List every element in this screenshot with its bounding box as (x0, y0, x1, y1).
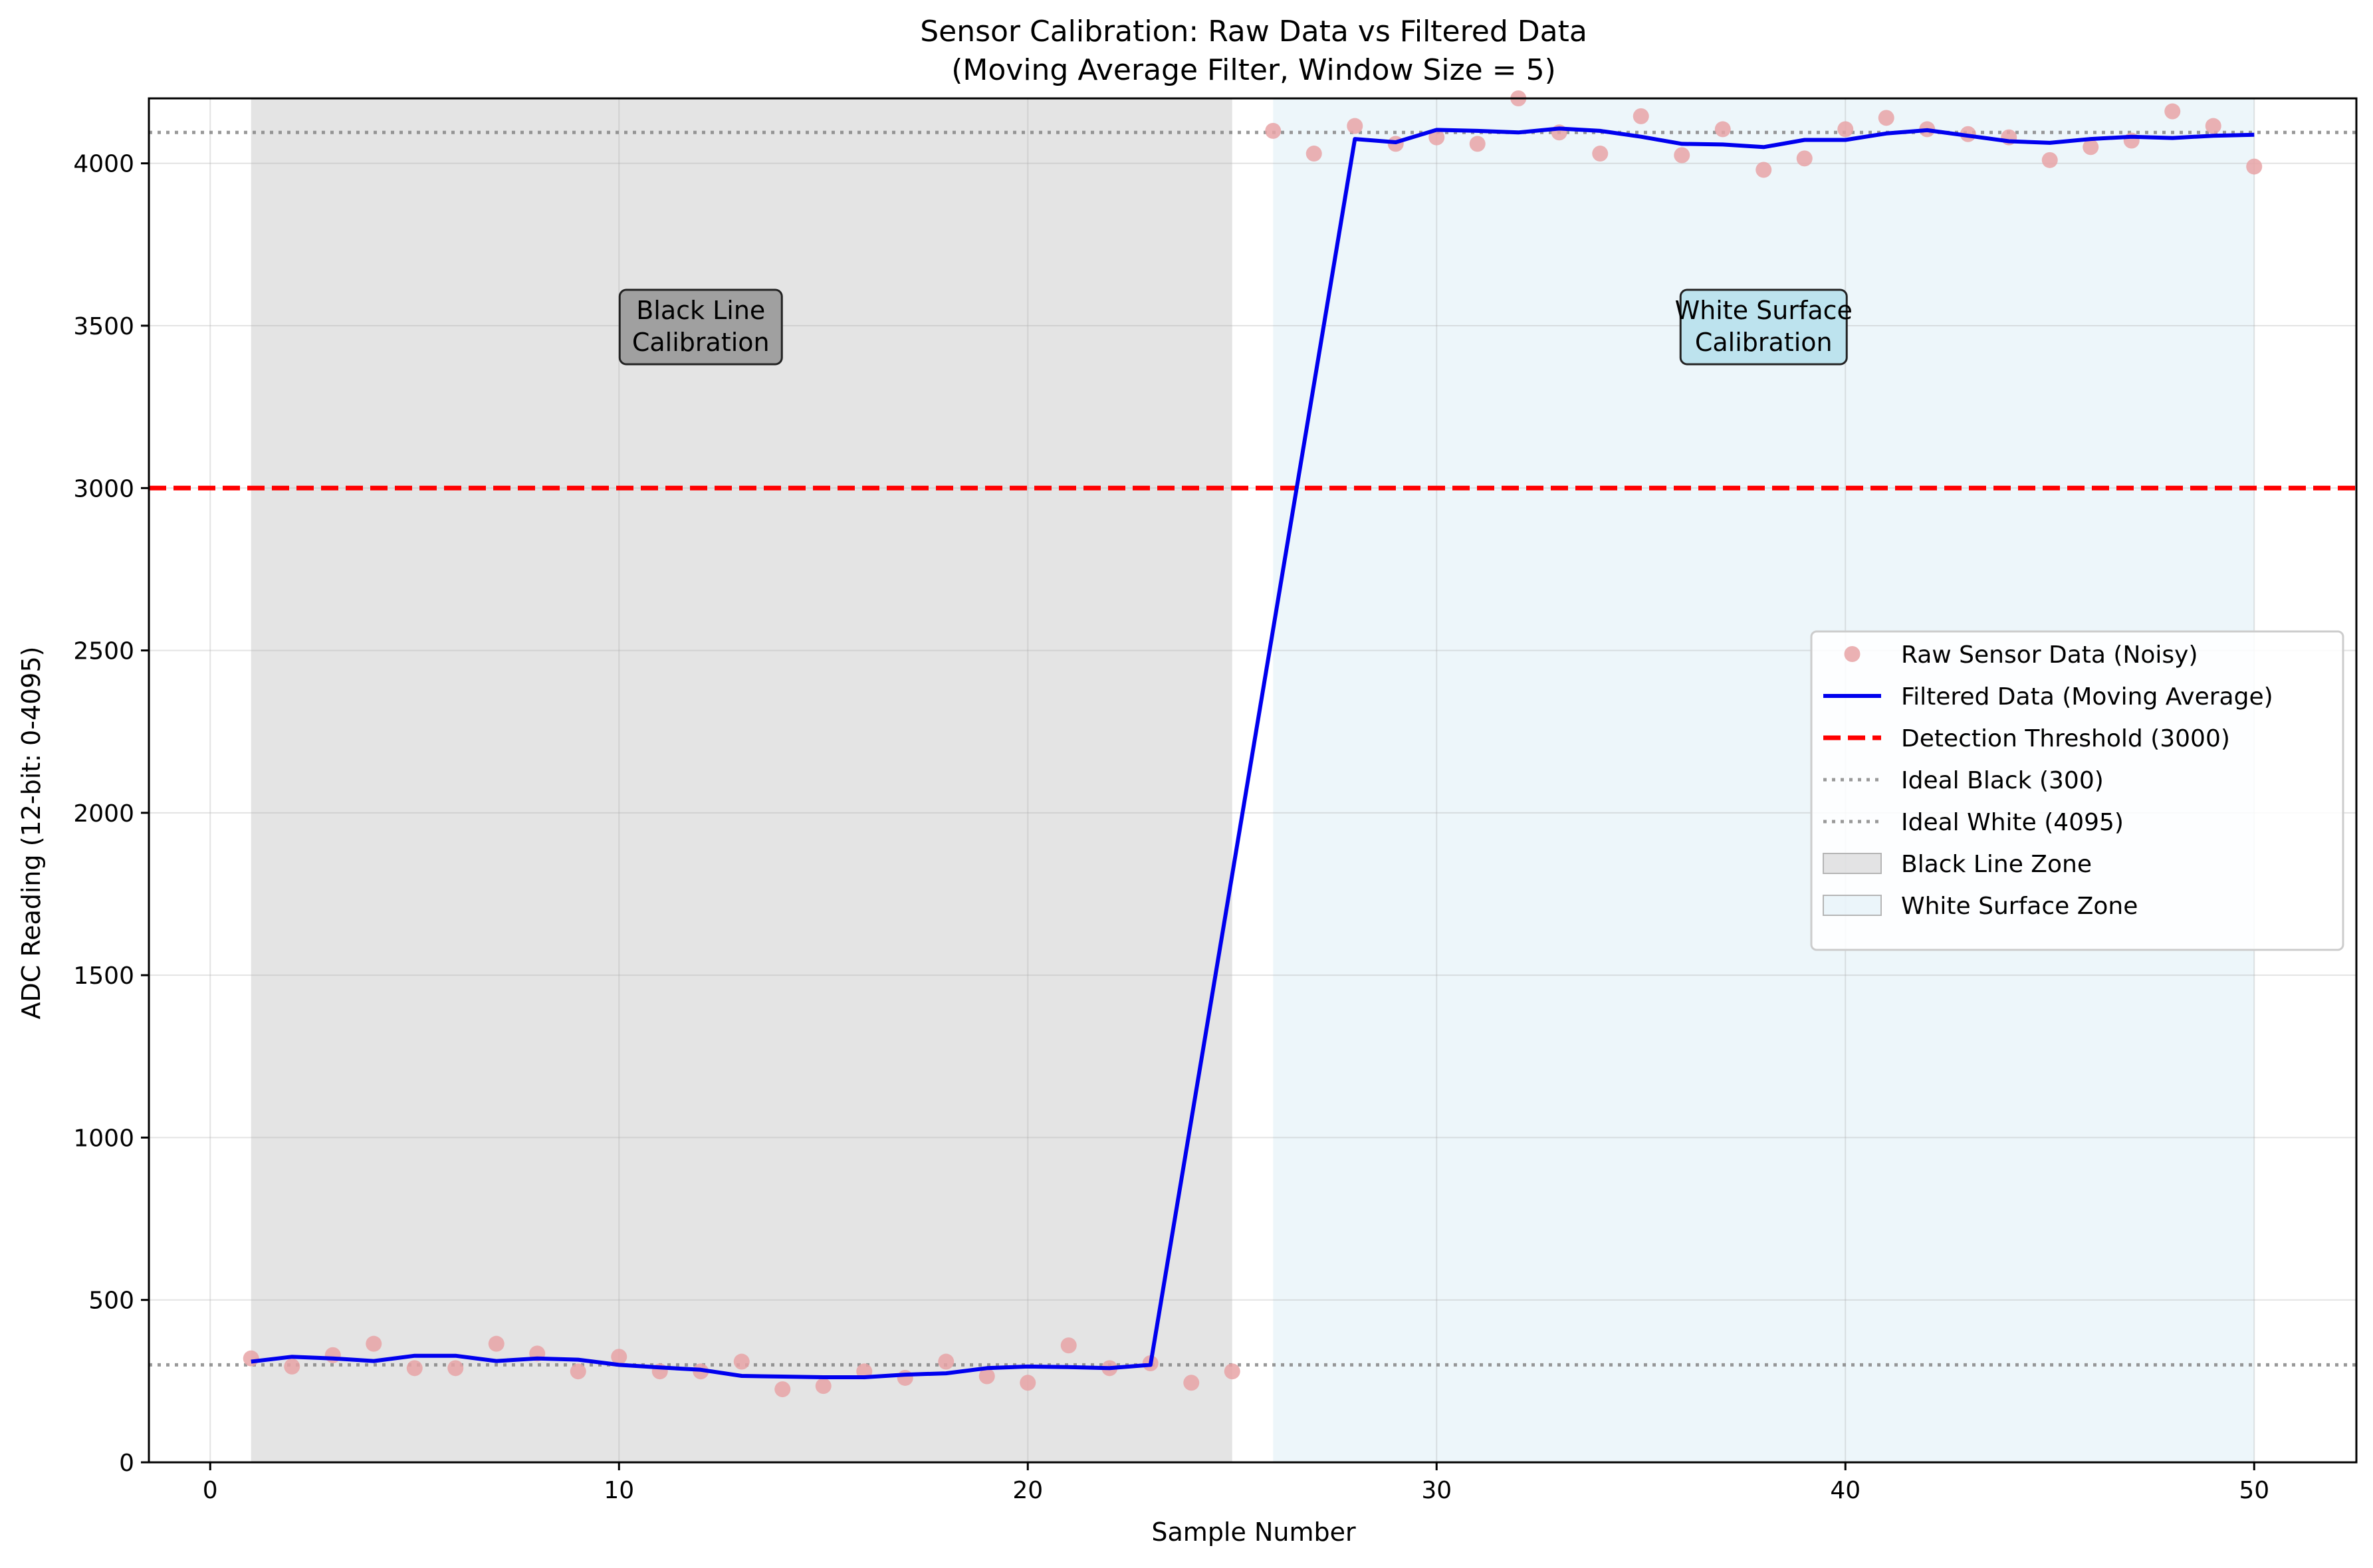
raw-data-point (611, 1349, 627, 1365)
raw-data-point (938, 1353, 955, 1370)
raw-data-point (1755, 162, 1772, 178)
filtered-data-line (251, 126, 2255, 1379)
annotation-text: Calibration (632, 328, 770, 357)
raw-data-point (2205, 118, 2221, 134)
legend: Raw Sensor Data (Noisy) Filtered Data (Mo… (1810, 630, 2344, 951)
raw-data-point (2246, 158, 2263, 175)
raw-data-point (366, 1335, 382, 1352)
raw-data-point (1060, 1337, 1077, 1354)
raw-data-point (1714, 121, 1731, 138)
raw-data-point (570, 1363, 586, 1380)
raw-data-point (1837, 121, 1854, 138)
annotation-white-surface-calibration: White Surface Calibration (1675, 288, 1853, 366)
legend-label: Detection Threshold (3000) (1901, 725, 2230, 752)
y-tick-label: 2500 (73, 638, 134, 665)
raw-data-point (1878, 110, 1894, 126)
raw-data-point (1674, 147, 1690, 164)
x-tick-label: 30 (1421, 1477, 1452, 1504)
y-axis-label: ADC Reading (12-bit: 0-4095) (17, 647, 46, 1020)
raw-data-point (1428, 129, 1445, 146)
raw-data-point (2083, 139, 2099, 156)
legend-entry-ideal-black-300: Ideal Black (300) (1823, 767, 2104, 794)
legend-patch (1823, 895, 1882, 916)
raw-data-point (1592, 146, 1609, 162)
annotation-box (1679, 288, 1848, 366)
raw-data-point (243, 1350, 259, 1367)
legend-entry-ideal-white-4095: Ideal White (4095) (1823, 809, 2124, 836)
legend-label: Raw Sensor Data (Noisy) (1901, 641, 2198, 669)
raw-data-point (897, 1369, 913, 1386)
raw-data-point (488, 1335, 505, 1352)
legend-frame (1810, 630, 2344, 951)
raw-data-point (1183, 1375, 1200, 1391)
annotation-black-line-calibration: Black Line Calibration (618, 288, 783, 366)
y-tick-label: 1500 (73, 962, 134, 990)
legend-label: White Surface Zone (1901, 893, 2138, 920)
x-tick-label: 0 (203, 1477, 218, 1504)
legend-entry-black-line-zone: Black Line Zone (1823, 851, 2092, 878)
raw-data-point (774, 1381, 791, 1398)
y-tick-label: 3000 (73, 475, 134, 503)
y-tick-label: 1000 (73, 1125, 134, 1152)
legend-entry-filtered-data-moving-average: Filtered Data (Moving Average) (1823, 683, 2273, 711)
raw-data-point (1633, 108, 1649, 124)
legend-label: Ideal Black (300) (1901, 767, 2104, 794)
raw-data-point (1469, 136, 1486, 152)
y-tick-label: 0 (119, 1450, 134, 1477)
x-tick-label: 40 (1830, 1477, 1861, 1504)
annotation-layer: Black Line Calibration White Surface Calibr… (618, 288, 1853, 366)
legend-label: Black Line Zone (1901, 851, 2092, 878)
raw-data-point (1796, 150, 1813, 167)
raw-data-point (1347, 118, 1363, 134)
x-tick-label: 10 (604, 1477, 634, 1504)
raw-data-point (733, 1353, 750, 1370)
chart-title: Sensor Calibration: Raw Data vs Filtered… (920, 15, 1587, 49)
raw-data-point (1224, 1363, 1240, 1380)
raw-data-point (406, 1360, 423, 1377)
x-tick-label: 20 (1012, 1477, 1043, 1504)
filtered-data-line-layer (251, 126, 2255, 1379)
y-tick-label: 3500 (73, 313, 134, 340)
legend-marker (1844, 646, 1861, 662)
raw-data-point (1020, 1375, 1036, 1391)
raw-data-point (978, 1368, 995, 1385)
annotation-text: Calibration (1695, 328, 1833, 357)
legend-label: Ideal White (4095) (1901, 809, 2124, 836)
x-tick-label: 50 (2239, 1477, 2269, 1504)
y-tick-label: 4000 (73, 151, 134, 178)
raw-data-point (447, 1360, 464, 1377)
plot-frame (148, 97, 2358, 1464)
axes-layer: 0 10 20 30 40 5005001000150020002500300035004… (73, 97, 2358, 1504)
y-tick-label: 500 (88, 1288, 134, 1315)
raw-data-point (1265, 122, 1282, 139)
legend-patch (1823, 853, 1882, 874)
annotation-text: White Surface (1675, 296, 1853, 325)
y-tick-label: 2000 (73, 800, 134, 828)
raw-data-point (2041, 152, 2058, 168)
legend-entry-white-surface-zone: White Surface Zone (1823, 893, 2138, 920)
annotation-box (618, 288, 783, 366)
raw-data-scatter (243, 90, 2263, 1398)
raw-data-point (1305, 146, 1322, 162)
raw-data-point (815, 1378, 832, 1395)
x-axis-label: Sample Number (1151, 1517, 1356, 1547)
raw-data-point (2164, 103, 2181, 120)
legend-entry-detection-threshold-3000: Detection Threshold (3000) (1823, 725, 2230, 752)
raw-data-point (284, 1358, 300, 1375)
chart-subtitle: (Moving Average Filter, Window Size = 5) (951, 53, 1556, 87)
legend-entry-raw-sensor-data-noisy: Raw Sensor Data (Noisy) (1844, 641, 2198, 669)
annotation-text: Black Line (636, 296, 765, 325)
legend-label: Filtered Data (Moving Average) (1901, 683, 2273, 711)
